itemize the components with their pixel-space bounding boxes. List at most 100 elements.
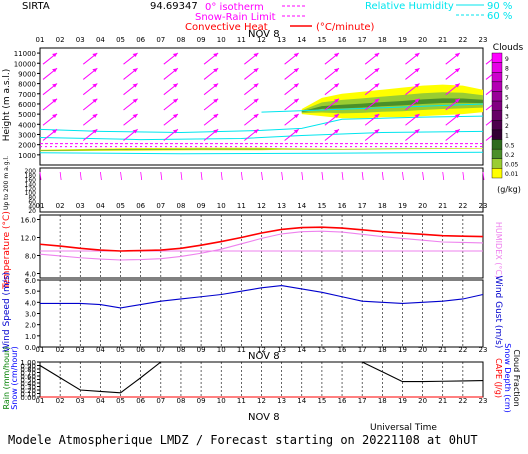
hour-tick-label: 22 [458,346,467,354]
colorbar-label: 5 [505,94,509,101]
upper-y-tick-label: 6000 [18,101,36,109]
upper-y-tick-label: 4000 [18,121,36,129]
wind-arrow-head [132,114,138,119]
hour-tick-label: 20 [418,346,427,354]
wind-arrow-head [374,53,380,58]
wind-arrow-head [414,68,420,73]
lower-y-tick-label: 40 [28,204,36,211]
wind-arrow-head [253,114,259,119]
hour-tick-label: 07 [156,36,165,44]
wind-arrow-head [333,68,339,73]
hour-tick-label: 01 [36,36,45,44]
snow-depth-ylabel: Snow Depth (cm) [503,343,512,412]
y-tick-label: 0.20 [20,387,36,395]
wind-arrow-head [374,83,380,88]
lower-wind-barb [422,171,424,181]
hour-tick-label: 12 [257,346,266,354]
hour-tick-label: 04 [96,202,105,210]
upper-y-tick-label: 10000 [14,60,36,68]
wind-arrow-head [172,68,178,73]
legend-humidity-60: 60 % [487,11,512,22]
wind-arrow-head [333,53,339,58]
wind-arrow-head [454,114,460,119]
temp-ylabel: Temperature (°C) [2,211,12,290]
hour-tick-label: 14 [297,397,306,405]
hour-tick-label: 15 [317,346,326,354]
hour-tick-label: 19 [398,202,407,210]
colorbar-label: 6 [505,85,509,92]
lower-wind-barb [341,171,344,181]
hour-tick-label: 01 [36,346,45,354]
hour-tick-label: 20 [418,36,427,44]
lower-wind-barb [381,171,384,181]
y-tick-label: 0.50 [20,377,36,385]
lower-wind-barb [200,171,203,181]
wind-arrow-head [172,53,178,58]
y-tick-label: 1.00 [20,359,36,367]
wind-arrow-head [454,53,460,58]
wind-arrow-head [52,53,58,58]
legend-humidity-90: 90 % [487,1,512,12]
wind-arrow-head [333,98,339,103]
wind-arrow-head [132,129,138,134]
lower-wind-barb [442,171,445,181]
wind-arrow-head [253,53,259,58]
lower-wind-barb [261,171,263,181]
y-tick-label: 2.0 [25,322,36,330]
lower-y-tick-label: 160 [25,177,37,184]
wind-arrow-head [253,129,259,134]
hour-tick-label: 02 [56,202,65,210]
hour-tick-label: 12 [257,202,266,210]
wind-arrow-head [293,68,299,73]
lower-y-tick-label: 20 [28,208,36,215]
hour-tick-label: 21 [438,202,447,210]
hour-tick-label: 22 [458,202,467,210]
wind-arrow-head [253,68,259,73]
hour-tick-label: 06 [136,36,145,44]
upper-y-tick-label: 8000 [18,81,36,89]
lower-y-tick-label: 60 [28,199,36,206]
hour-tick-label: 02 [56,397,65,405]
wind-arrow-head [414,83,420,88]
legend-isotherm-label: 0° isotherm [205,2,264,13]
lower-wind-barb [180,171,183,181]
hour-tick-label: 13 [277,202,286,210]
wind-arrow-head [172,114,178,119]
wind-arrow-head [92,68,98,73]
lower-wind-barb [79,171,82,181]
hour-tick-label: 14 [297,36,306,44]
hour-tick-label: 15 [317,397,326,405]
series-line-wind [40,285,484,309]
upper-y-tick-label: 11000 [14,50,36,58]
wind-arrow-head [454,98,460,103]
upper-y-tick-label: 1000 [18,152,36,160]
lower-wind-barb [462,171,465,181]
colorbar-swatch [491,120,503,131]
wind-arrow-head [213,68,219,73]
colorbar-swatch [491,110,503,121]
wind-arrow-head [333,114,339,119]
hour-tick-label: 07 [156,346,165,354]
hour-tick-label: 11 [237,202,246,210]
wind-arrow-head [213,83,219,88]
header-legend-swatches [282,4,484,27]
hour-tick-label: 18 [378,202,387,210]
temperature-panel: 16.0 12.0 8.0 4.0 [20,214,484,279]
wind-arrow-head [92,98,98,103]
hour-tick-label: 17 [358,397,367,405]
hour-tick-label: 08 [176,346,185,354]
hour-tick-label: 23 [479,36,488,44]
colorbar-label: 2 [505,123,509,130]
wind-arrow-head [293,129,299,134]
hour-tick-label: 11 [237,397,246,405]
hour-tick-label: 03 [76,202,85,210]
hour-tick-label: 09 [197,36,206,44]
cloud-layer-core [40,148,483,151]
hour-tick-label: 10 [217,202,226,210]
wind-arrow-head [132,98,138,103]
lower-wind-barb [402,171,404,181]
hour-tick-label: 05 [116,397,125,405]
hour-tick-label: 23 [479,202,488,210]
